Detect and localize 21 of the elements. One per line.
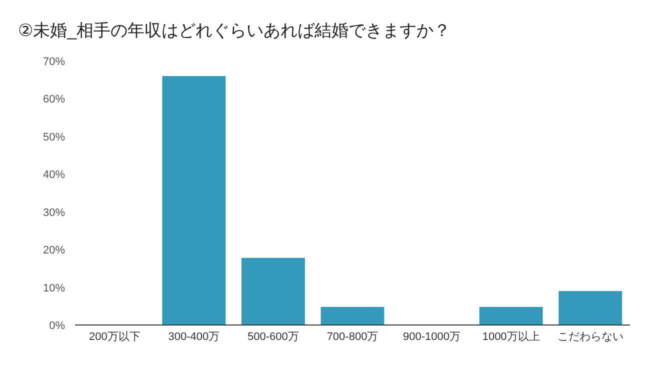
x-tick-label: 900-1000万 bbox=[403, 331, 461, 343]
y-tick-label: 50% bbox=[42, 131, 66, 144]
y-tick-label: 20% bbox=[42, 244, 66, 257]
y-tick-label: 60% bbox=[42, 94, 66, 106]
x-tick-label: 200万以下 bbox=[88, 330, 140, 343]
bar bbox=[479, 306, 543, 325]
y-tick-label: 70% bbox=[42, 56, 66, 68]
y-tick-label: 10% bbox=[42, 282, 66, 294]
bar bbox=[558, 291, 622, 325]
x-tick-label: 500-600万 bbox=[248, 331, 299, 343]
bar bbox=[162, 76, 226, 325]
x-tick-label: こだわらない bbox=[557, 331, 624, 343]
chart-title: ②未婚_相手の年収はどれぐらいあれば結婚できますか？ bbox=[18, 21, 451, 40]
x-tick-label: 1000万以上 bbox=[482, 330, 540, 343]
x-tick-label: 700-800万 bbox=[326, 331, 378, 343]
bar bbox=[242, 258, 305, 325]
x-tick-label: 300-400万 bbox=[168, 331, 220, 343]
y-tick-label: 0% bbox=[49, 320, 66, 332]
bar bbox=[320, 306, 384, 325]
y-tick-label: 40% bbox=[42, 169, 66, 182]
y-tick-label: 30% bbox=[42, 206, 66, 219]
